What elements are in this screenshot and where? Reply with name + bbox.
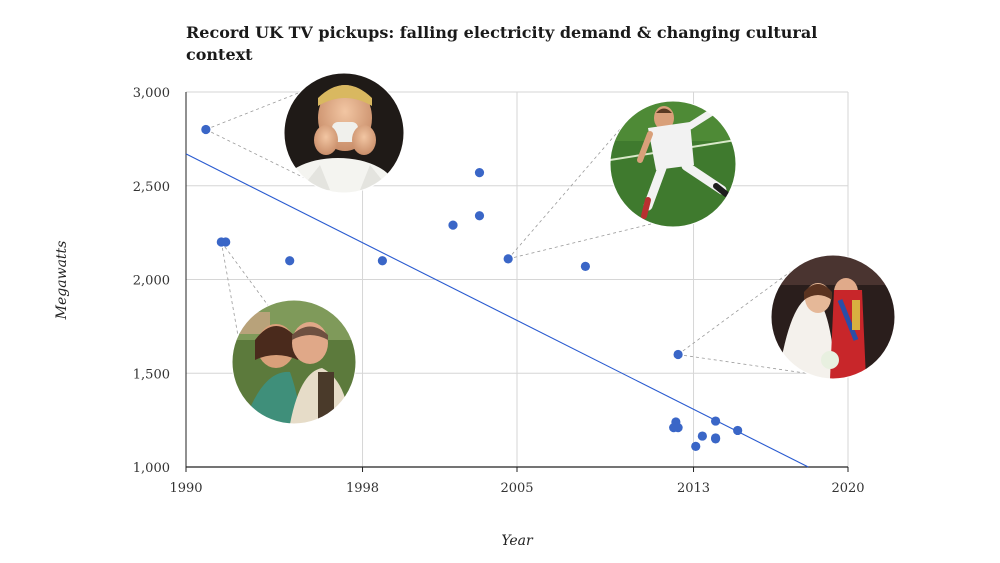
chart-title: Record UK TV pickups: falling electricit… [186, 23, 818, 64]
connector-line [205, 129, 305, 179]
data-point [711, 434, 721, 444]
data-point [201, 124, 211, 135]
data-points [201, 124, 743, 451]
data-point [697, 431, 707, 441]
data-point [474, 168, 485, 178]
data-point [691, 441, 701, 451]
y-axis-label: Megawatts [54, 241, 70, 321]
data-point [673, 423, 683, 433]
trendline-layer [185, 153, 809, 468]
data-point [448, 220, 458, 230]
connector-line [205, 92, 300, 130]
y-tick-label: 2,500 [133, 180, 170, 195]
data-point [733, 425, 743, 436]
x-tick-label: 1998 [346, 481, 379, 496]
trendline [185, 153, 809, 468]
y-tick-label: 3,000 [133, 86, 170, 101]
connector-line [678, 354, 808, 374]
connector-line [507, 126, 623, 260]
y-tick-label: 1,500 [133, 367, 170, 382]
connector-line [220, 241, 239, 336]
x-tick-label: 2005 [500, 481, 533, 496]
connector-line [220, 241, 269, 306]
connector-line [508, 223, 653, 260]
data-point [580, 261, 591, 271]
data-point [474, 211, 485, 221]
data-point [711, 416, 721, 426]
data-point [285, 256, 295, 266]
x-tick-label: 1990 [169, 481, 202, 496]
data-point [503, 254, 513, 264]
axes [185, 92, 849, 472]
royal-wedding-photo [770, 254, 896, 380]
rugby-kicker-photo [609, 100, 737, 228]
couple-photo [231, 299, 357, 425]
football-fan-photo [283, 72, 405, 194]
data-point [377, 256, 387, 266]
x-axis-label: Year [501, 533, 534, 549]
y-tick-label: 2,000 [133, 274, 170, 289]
y-tick-label: 1,000 [133, 461, 170, 476]
x-tick-label: 2013 [677, 481, 710, 496]
data-point [673, 349, 683, 360]
photo-connectors [205, 92, 808, 374]
x-tick-label: 2020 [831, 481, 864, 496]
data-point [221, 237, 231, 247]
tick-labels: 1990 1998 2005 2013 2020 1,000 1,500 2,000 2,500… [133, 86, 865, 496]
